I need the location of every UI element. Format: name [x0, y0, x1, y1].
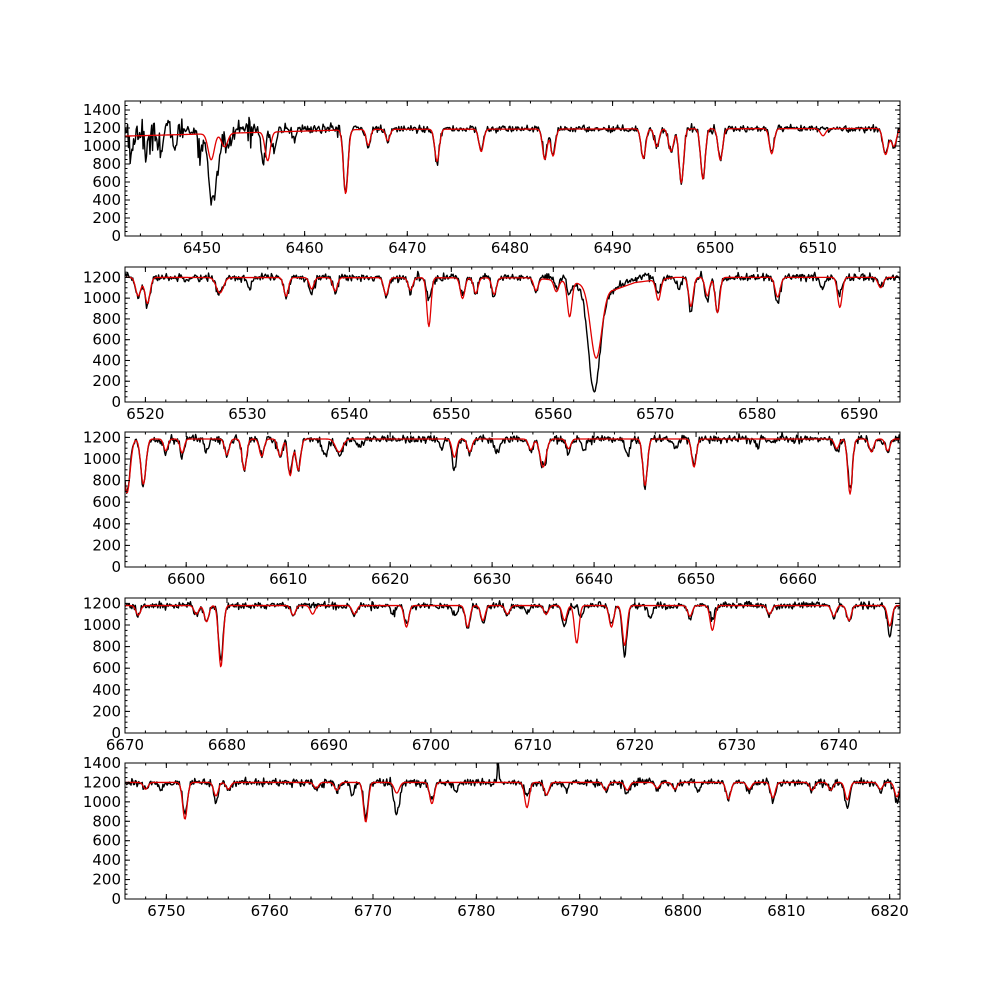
x-tick-label: 6470: [388, 239, 426, 257]
x-tick-label: 6590: [840, 405, 878, 423]
y-tick-label: 200: [92, 702, 121, 720]
y-tick-label: 800: [92, 155, 121, 173]
y-tick-label: 600: [92, 659, 121, 677]
y-tick-label: 400: [92, 351, 121, 369]
x-tick-label: 6570: [636, 405, 674, 423]
x-tick-label: 6700: [412, 736, 450, 754]
y-tick-label: 200: [92, 536, 121, 554]
x-tick-label: 6560: [534, 405, 572, 423]
x-tick-label: 6630: [473, 570, 511, 588]
y-tick-label: 1000: [83, 289, 121, 307]
x-tick-label: 6740: [820, 736, 858, 754]
y-tick-label: 1000: [83, 616, 121, 634]
x-tick-label: 6620: [371, 570, 409, 588]
x-tick-label: 6500: [696, 239, 734, 257]
y-tick-label: 600: [92, 173, 121, 191]
model-spectrum-line: [125, 438, 900, 495]
x-tick-label: 6780: [457, 902, 495, 920]
plot-area: [125, 763, 900, 823]
y-tick-label: 200: [92, 209, 121, 227]
x-tick-label: 6580: [738, 405, 776, 423]
plot-area: [125, 600, 900, 668]
model-spectrum-line: [125, 127, 900, 195]
y-tick-label: 600: [92, 493, 121, 511]
y-tick-label: 0: [111, 558, 121, 576]
x-tick-label: 6540: [330, 405, 368, 423]
y-tick-label: 200: [92, 871, 121, 889]
observed-spectrum-line: [125, 270, 900, 393]
y-tick-label: 1400: [83, 754, 121, 772]
x-tick-label: 6650: [677, 570, 715, 588]
y-tick-label: 200: [92, 372, 121, 390]
x-tick-label: 6530: [228, 405, 266, 423]
x-tick-label: 6490: [593, 239, 631, 257]
x-tick-label: 6660: [779, 570, 817, 588]
y-tick-label: 800: [92, 310, 121, 328]
y-tick-label: 600: [92, 832, 121, 850]
spectrum-panel-3: 0 200 400 600 800 1000 1200 6600 6610 6620 6630 664…: [83, 428, 901, 588]
y-tick-label: 0: [111, 890, 121, 908]
y-tick-label: 400: [92, 681, 121, 699]
x-tick-label: 6610: [269, 570, 307, 588]
x-tick-label: 6640: [575, 570, 613, 588]
spectrum-panel-2: 0 200 400 600 800 1000 1200 6520 6530 6540 6550 656…: [83, 266, 901, 423]
x-tick-label: 6800: [664, 902, 702, 920]
y-tick-label: 1200: [83, 428, 121, 446]
y-tick-label: 1200: [83, 594, 121, 612]
plot-area: [125, 116, 900, 206]
y-tick-label: 600: [92, 331, 121, 349]
x-tick-label: 6480: [491, 239, 529, 257]
y-tick-label: 1400: [83, 101, 121, 119]
model-spectrum-line: [125, 781, 900, 823]
x-tick-label: 6600: [167, 570, 205, 588]
y-tick-label: 0: [111, 227, 121, 245]
spectrum-panel-4: 0 200 400 600 800 1000 1200 6670 6680 6690 6700 671…: [83, 594, 901, 754]
x-tick-label: 6790: [561, 902, 599, 920]
x-tick-label: 6550: [432, 405, 470, 423]
x-tick-label: 6720: [616, 736, 654, 754]
plot-area: [125, 432, 900, 495]
x-tick-label: 6460: [286, 239, 324, 257]
plot-area: [125, 270, 900, 393]
y-tick-label: 400: [92, 515, 121, 533]
x-tick-label: 6450: [183, 239, 221, 257]
x-tick-label: 6670: [106, 736, 144, 754]
y-tick-label: 400: [92, 191, 121, 209]
y-tick-label: 0: [111, 724, 121, 742]
observed-spectrum-line: [125, 432, 900, 494]
y-tick-label: 800: [92, 812, 121, 830]
y-tick-label: 1200: [83, 268, 121, 286]
x-tick-label: 6710: [514, 736, 552, 754]
y-tick-label: 800: [92, 638, 121, 656]
y-tick-label: 1000: [83, 793, 121, 811]
y-tick-label: 800: [92, 472, 121, 490]
x-tick-label: 6820: [871, 902, 909, 920]
x-tick-label: 6770: [354, 902, 392, 920]
y-tick-label: 1000: [83, 137, 121, 155]
x-tick-label: 6510: [799, 239, 837, 257]
x-tick-label: 6730: [718, 736, 756, 754]
x-tick-label: 6520: [126, 405, 164, 423]
x-tick-label: 6750: [147, 902, 185, 920]
model-spectrum-line: [125, 604, 900, 668]
x-tick-label: 6690: [310, 736, 348, 754]
y-tick-label: 1200: [83, 119, 121, 137]
y-tick-label: 0: [111, 393, 121, 411]
x-tick-label: 6810: [767, 902, 805, 920]
model-spectrum-line: [125, 276, 900, 359]
x-tick-label: 6680: [208, 736, 246, 754]
y-tick-label: 1000: [83, 450, 121, 468]
x-tick-label: 6760: [251, 902, 289, 920]
y-tick-label: 1200: [83, 773, 121, 791]
y-tick-label: 400: [92, 851, 121, 869]
